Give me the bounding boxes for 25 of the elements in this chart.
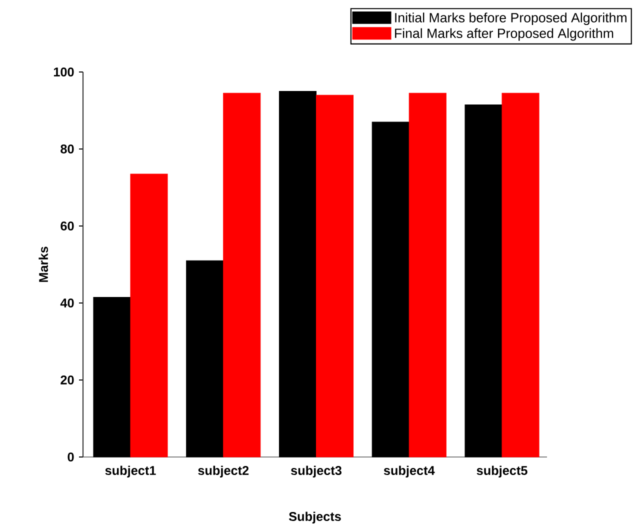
bar — [372, 122, 410, 458]
x-axis-title: Subjects — [288, 512, 341, 524]
bar — [130, 174, 168, 458]
legend-label: Final Marks after Proposed Algorithm — [395, 28, 614, 41]
bar — [408, 92, 446, 458]
y-tick-label: 0 — [68, 452, 74, 462]
y-tick-label: 100 — [54, 68, 74, 76]
x-tick-label: subject4 — [384, 466, 435, 478]
bar — [186, 260, 224, 458]
bar — [316, 94, 354, 458]
y-tick-label: 40 — [60, 298, 74, 308]
bar — [502, 92, 540, 458]
x-tick-label: subject3 — [290, 466, 342, 478]
bar — [278, 90, 317, 458]
y-tick-label: 20 — [60, 376, 74, 384]
y-tick-label: 60 — [60, 222, 74, 230]
y-tick-label: 80 — [60, 144, 74, 154]
bar — [223, 92, 261, 458]
x-tick-label: subject1 — [105, 466, 156, 478]
x-tick-label: subject2 — [198, 466, 249, 478]
bar — [464, 104, 502, 458]
legend-label: Initial Marks before Proposed Algorithm — [395, 12, 626, 26]
y-axis-title: Marks — [38, 246, 48, 282]
bar — [93, 296, 131, 458]
x-tick-label: subject5 — [476, 466, 528, 478]
